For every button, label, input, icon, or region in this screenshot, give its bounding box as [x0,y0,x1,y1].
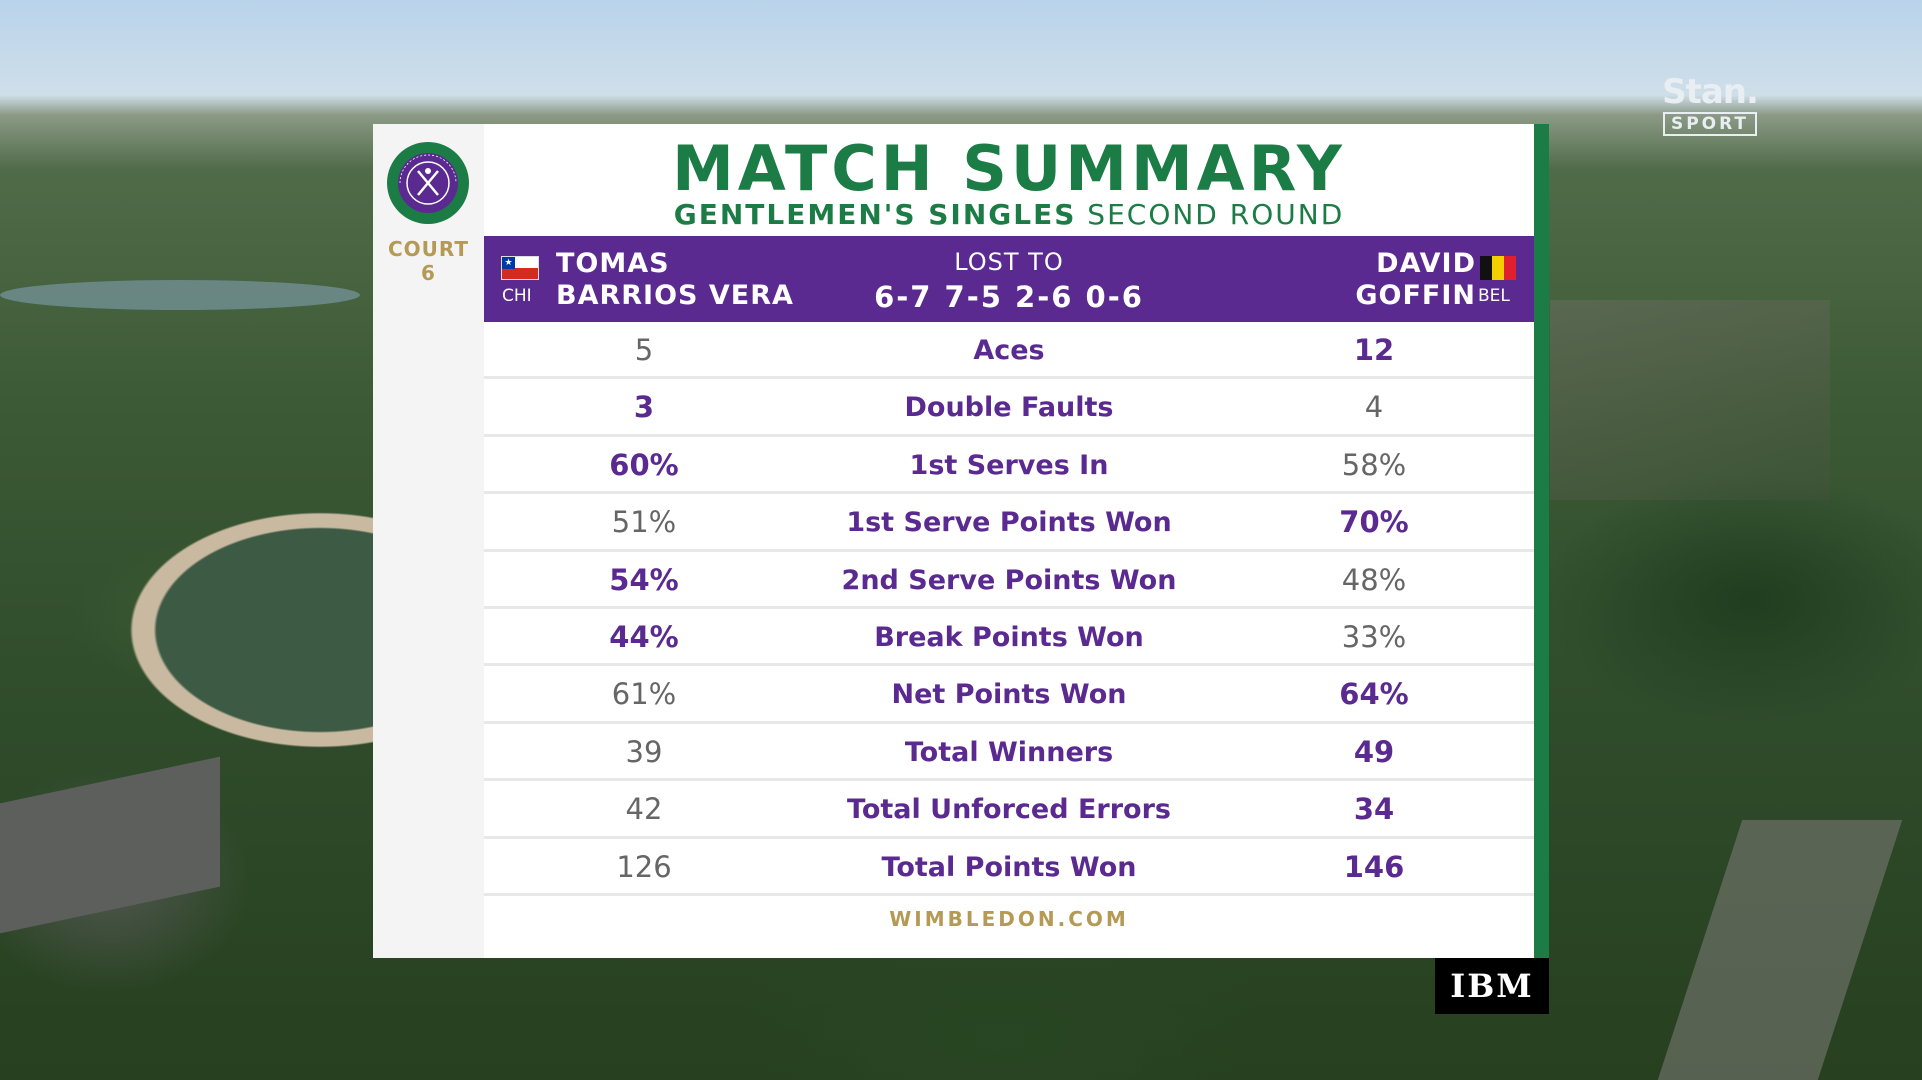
player2-stat-value: 33% [1341,619,1407,654]
court-label-text: COURT [387,237,470,261]
stat-label: Break Points Won [874,621,1144,653]
stat-row: 126 Total Points Won 146 [484,838,1534,896]
flag-star-icon: ★ [502,257,515,269]
player2-stat-value: 58% [1341,447,1407,482]
player2-first-name: DAVID [1376,248,1476,279]
stat-row: 54% 2nd Serve Points Won 48% [484,551,1534,609]
stat-label: 2nd Serve Points Won [841,564,1177,596]
player2-stat-value: 4 [1364,390,1384,425]
background-stadium [110,500,410,760]
chile-flag-icon: ★ [501,256,539,280]
player1-stat-value: 3 [633,390,655,425]
event-name: GENTLEMEN'S SINGLES [673,198,1077,231]
green-edge [1534,124,1549,958]
player1-country: CHI [502,286,532,306]
player2-country: BEL [1478,286,1510,306]
broadcaster-logo: Stan. SPORT [1650,72,1770,144]
match-score: 6-7 7-5 2-6 0-6 [874,280,1144,314]
background-buildings [1550,300,1830,500]
page-title: MATCH SUMMARY [672,132,1346,205]
player1-stat-value: 39 [625,734,663,769]
belgium-flag-icon [1480,256,1516,280]
result-label: LOST TO [954,248,1064,276]
stat-row: 39 Total Winners 49 [484,723,1534,782]
player1-name: TOMAS BARRIOS VERA [556,248,794,312]
broadcaster-sub: SPORT [1662,112,1758,136]
player1-stat-value: 44% [609,619,679,654]
player1-stat-value: 60% [609,447,679,482]
court-label: COURT 6 [373,237,484,285]
player1-stat-value: 5 [634,333,654,367]
player1-stat-value: 61% [611,677,677,712]
stat-label: Total Unforced Errors [847,794,1171,826]
stat-label: 1st Serves In [909,449,1109,481]
match-summary-panel: COURT 6 MATCH SUMMARY GENTLEMEN'S SINGLE… [373,124,1549,958]
court-number: 6 [421,261,436,285]
stat-label: Total Winners [904,736,1114,768]
player2-stat-value: 49 [1353,734,1395,769]
stat-row: 51% 1st Serve Points Won 70% [484,494,1534,552]
stat-label: Aces [973,335,1045,366]
stat-row: 44% Break Points Won 33% [484,608,1534,667]
player1-stat-value: 54% [609,562,679,597]
player1-first-name: TOMAS [556,248,670,279]
background-lake [0,280,360,310]
wimbledon-logo-icon [387,142,469,224]
stat-label: 1st Serve Points Won [846,507,1172,539]
player2-stat-value: 64% [1339,677,1409,712]
stat-label: Total Points Won [881,851,1137,883]
player2-stat-value: 34 [1353,792,1395,827]
player2-stat-value: 48% [1341,562,1407,597]
stat-row: 61% Net Points Won 64% [484,666,1534,724]
player2-stat-value: 146 [1343,849,1405,884]
broadcaster-name: Stan. [1662,72,1759,112]
player1-stat-value: 126 [616,849,672,884]
player1-last-name: BARRIOS VERA [556,280,794,311]
left-strip [373,124,484,958]
player2-name: DAVID GOFFIN [1355,248,1476,312]
stats-table: 5 Aces 12 3 Double Faults 4 60% 1st Serves In 58… [484,322,1534,896]
player2-last-name: GOFFIN [1355,280,1476,311]
stat-row: 42 Total Unforced Errors 34 [484,781,1534,839]
event-subtitle: GENTLEMEN'S SINGLES SECOND ROUND [484,196,1534,234]
player1-stat-value: 51% [611,505,677,540]
sponsor-logo: IBM [1435,958,1549,1014]
stat-row: 3 Double Faults 4 [484,379,1534,437]
stat-label: Net Points Won [891,679,1127,711]
players-header: ★ CHI TOMAS BARRIOS VERA LOST TO 6-7 7-5… [484,236,1534,322]
player1-stat-value: 42 [625,792,663,827]
round-name: SECOND ROUND [1087,198,1345,231]
stat-row: 5 Aces 12 [484,322,1534,380]
stat-label: Double Faults [904,392,1114,424]
player2-stat-value: 70% [1339,505,1409,540]
player2-stat-value: 12 [1353,333,1395,367]
stat-row: 60% 1st Serves In 58% [484,436,1534,495]
website-footer: WIMBLEDON.COM [889,907,1129,931]
